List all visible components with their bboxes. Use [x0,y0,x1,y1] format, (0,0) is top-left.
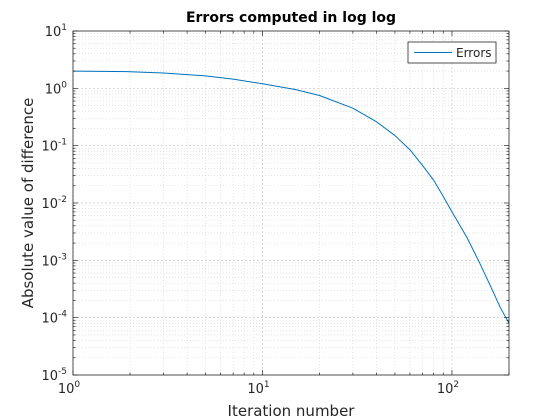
y-tick-label: 10-1 [41,138,67,155]
tick-labels: 100 101 102 10-5 10-4 10-3 10-2 10-1 100 101 [41,23,459,397]
x-tick-label: 102 [437,380,459,397]
y-axis-label: Absolute value of difference [19,98,37,309]
chart-title: Errors computed in log log [186,10,396,26]
y-tick-label: 10-4 [41,310,67,327]
legend: Errors [407,41,497,64]
series-layer [72,70,510,324]
series-line-errors [72,70,510,324]
y-tick-label: 10-3 [41,252,67,269]
plot-box [72,30,510,376]
ticks [72,30,510,376]
grid [72,30,510,376]
y-tick-label: 10-5 [41,367,67,384]
x-axis-label: Iteration number [228,402,356,420]
y-tick-label: 10-2 [41,195,67,212]
legend-label-errors: Errors [456,46,492,60]
x-tick-label: 100 [58,380,81,397]
x-tick-label: 101 [247,380,269,397]
y-tick-label: 100 [45,80,68,97]
y-tick-label: 101 [45,23,67,40]
